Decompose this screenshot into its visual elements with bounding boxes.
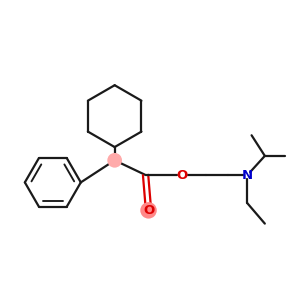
Circle shape [140, 202, 157, 219]
Circle shape [107, 153, 122, 168]
Text: O: O [177, 169, 188, 182]
Text: O: O [143, 204, 154, 217]
Text: N: N [242, 169, 253, 182]
